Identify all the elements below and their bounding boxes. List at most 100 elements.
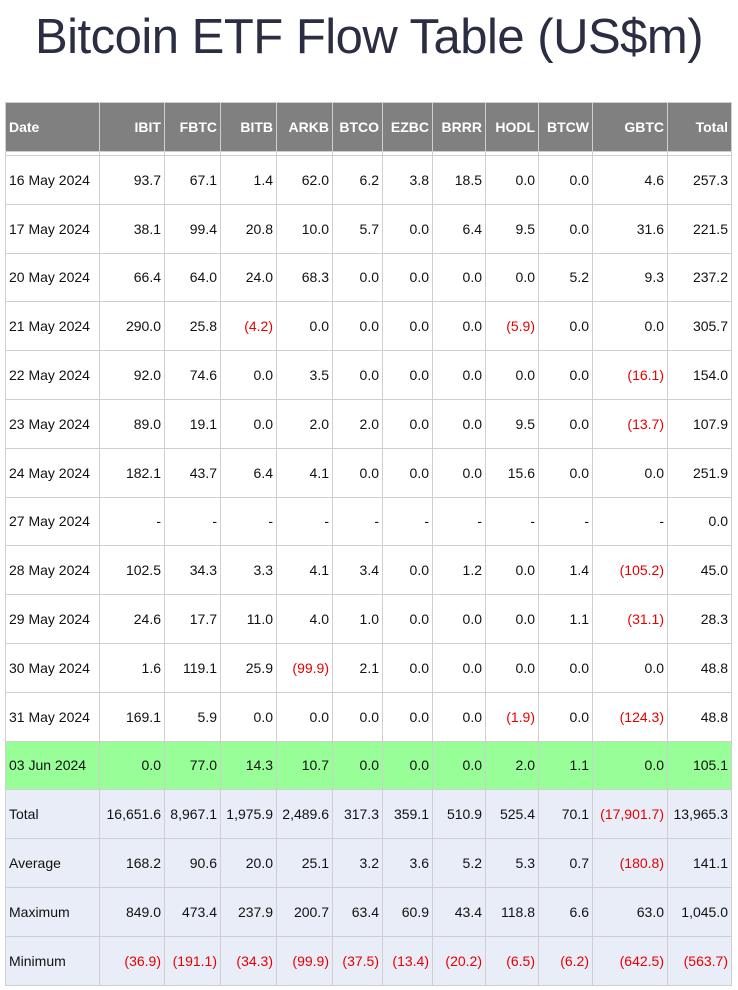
table-row: 30 May 2024 1.6 119.1 25.9 (99.9) 2.1 0.0 0.0 0.… <box>5 642 732 693</box>
value-cell-total: 105.1 <box>667 740 732 791</box>
value-cell-btcw: 0.0 <box>538 203 593 254</box>
value-cell-fbtc: 99.4 <box>164 203 221 254</box>
value-cell-ibit: 169.1 <box>99 691 165 742</box>
value-cell-ezbc: 0.0 <box>382 350 433 400</box>
value-cell-fbtc: 90.6 <box>164 838 221 888</box>
row-label-cell: Total <box>5 789 100 840</box>
value-cell-btco: 0.0 <box>332 252 383 303</box>
value-cell-total: 237.2 <box>667 252 732 303</box>
value-cell-gbtc: - <box>592 496 668 547</box>
row-label-cell: 31 May 2024 <box>5 691 100 742</box>
value-cell-ibit: 66.4 <box>99 252 165 303</box>
value-cell-fbtc: 17.7 <box>164 594 221 644</box>
value-cell-hodl: 118.8 <box>485 886 539 937</box>
summary-row: Maximum 849.0 473.4 237.9 200.7 63.4 60.9 43.4 1… <box>5 886 732 937</box>
value-cell-total: 141.1 <box>667 838 732 888</box>
value-cell-bitb: - <box>220 496 277 547</box>
value-cell-gbtc: 0.0 <box>592 447 668 498</box>
column-header-fbtc: FBTC <box>164 102 221 152</box>
value-cell-arkb: 0.0 <box>276 691 333 742</box>
value-cell-btcw: 0.0 <box>538 642 593 693</box>
value-cell-arkb: (99.9) <box>276 642 333 693</box>
value-cell-bitb: (4.2) <box>220 301 277 352</box>
value-cell-gbtc: (180.8) <box>592 838 668 888</box>
value-cell-btcw: 0.0 <box>538 398 593 449</box>
value-cell-bitb: 1,975.9 <box>220 789 277 840</box>
value-cell-hodl: 0.0 <box>485 642 539 693</box>
value-cell-hodl: 0.0 <box>485 252 539 303</box>
value-cell-brrr: 0.0 <box>432 252 486 303</box>
value-cell-brrr: 0.0 <box>432 447 486 498</box>
value-cell-ezbc: 0.0 <box>382 252 433 303</box>
value-cell-ibit: 102.5 <box>99 545 165 596</box>
value-cell-total: 0.0 <box>667 496 732 547</box>
row-label-cell: 24 May 2024 <box>5 447 100 498</box>
spacer-cell <box>667 151 732 156</box>
value-cell-ezbc: 0.0 <box>382 301 433 352</box>
value-cell-total: 45.0 <box>667 545 732 596</box>
value-cell-btcw: - <box>538 496 593 547</box>
table-row: 16 May 2024 93.7 67.1 1.4 62.0 6.2 3.8 18.5 0.0 0… <box>5 155 732 205</box>
value-cell-ezbc: 0.0 <box>382 545 433 596</box>
value-cell-btco: 3.4 <box>332 545 383 596</box>
value-cell-arkb: (99.9) <box>276 935 333 986</box>
value-cell-hodl: 5.3 <box>485 838 539 888</box>
value-cell-hodl: (6.5) <box>485 935 539 986</box>
value-cell-bitb: 24.0 <box>220 252 277 303</box>
row-label-cell: 16 May 2024 <box>5 155 100 205</box>
value-cell-hodl: 9.5 <box>485 203 539 254</box>
value-cell-brrr: 510.9 <box>432 789 486 840</box>
table-row: 27 May 2024- - - - - - - - - -0.0 <box>5 496 732 547</box>
value-cell-total: 154.0 <box>667 350 732 400</box>
column-header-arkb: ARKB <box>276 102 333 152</box>
value-cell-ibit: - <box>99 496 165 547</box>
value-cell-arkb: 2,489.6 <box>276 789 333 840</box>
value-cell-ibit: 168.2 <box>99 838 165 888</box>
table-body: 16 May 2024 93.7 67.1 1.4 62.0 6.2 3.8 18.5 0.0 0… <box>5 151 732 986</box>
value-cell-bitb: 25.9 <box>220 642 277 693</box>
row-label-cell: 03 Jun 2024 <box>5 740 100 791</box>
value-cell-ezbc: 359.1 <box>382 789 433 840</box>
table-row: 22 May 2024 92.0 74.6 0.0 3.5 0.0 0.0 0.0 0.0 0.0… <box>5 350 732 400</box>
value-cell-arkb: 200.7 <box>276 886 333 937</box>
value-cell-ibit: 0.0 <box>99 740 165 791</box>
value-cell-bitb: 20.8 <box>220 203 277 254</box>
value-cell-btco: 3.2 <box>332 838 383 888</box>
value-cell-brrr: - <box>432 496 486 547</box>
value-cell-btco: 63.4 <box>332 886 383 937</box>
value-cell-arkb: 2.0 <box>276 398 333 449</box>
value-cell-ibit: 849.0 <box>99 886 165 937</box>
column-header-bitb: BITB <box>220 102 277 152</box>
value-cell-total: 28.3 <box>667 594 732 644</box>
value-cell-gbtc: (13.7) <box>592 398 668 449</box>
value-cell-gbtc: (105.2) <box>592 545 668 596</box>
value-cell-brrr: 18.5 <box>432 155 486 205</box>
value-cell-bitb: 3.3 <box>220 545 277 596</box>
value-cell-btco: 0.0 <box>332 350 383 400</box>
table-row: 23 May 2024 89.0 19.1 0.0 2.0 2.0 0.0 0.0 9.5 0.0… <box>5 398 732 449</box>
value-cell-arkb: 4.1 <box>276 447 333 498</box>
value-cell-btco: 6.2 <box>332 155 383 205</box>
value-cell-btco: 2.1 <box>332 642 383 693</box>
value-cell-bitb: 0.0 <box>220 691 277 742</box>
value-cell-arkb: 68.3 <box>276 252 333 303</box>
value-cell-btco: 1.0 <box>332 594 383 644</box>
value-cell-fbtc: 19.1 <box>164 398 221 449</box>
value-cell-fbtc: 67.1 <box>164 155 221 205</box>
value-cell-ibit: 1.6 <box>99 642 165 693</box>
value-cell-ezbc: (13.4) <box>382 935 433 986</box>
column-header-brrr: BRRR <box>432 102 486 152</box>
value-cell-fbtc: 473.4 <box>164 886 221 937</box>
value-cell-arkb: - <box>276 496 333 547</box>
value-cell-ibit: (36.9) <box>99 935 165 986</box>
value-cell-btcw: 6.6 <box>538 886 593 937</box>
value-cell-gbtc: 63.0 <box>592 886 668 937</box>
value-cell-btcw: 0.7 <box>538 838 593 888</box>
value-cell-btcw: (6.2) <box>538 935 593 986</box>
value-cell-gbtc: 9.3 <box>592 252 668 303</box>
column-header-btco: BTCO <box>332 102 383 152</box>
value-cell-ezbc: 0.0 <box>382 203 433 254</box>
summary-row: Average 168.2 90.6 20.0 25.1 3.2 3.6 5.2 5.3 0.7(… <box>5 838 732 888</box>
value-cell-bitb: (34.3) <box>220 935 277 986</box>
value-cell-total: 221.5 <box>667 203 732 254</box>
